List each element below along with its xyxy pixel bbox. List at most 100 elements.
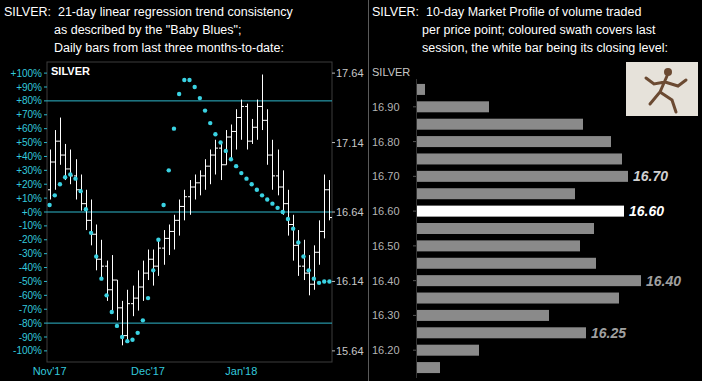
x-tick-label: Jan'18	[225, 365, 257, 377]
trend-dot	[208, 121, 212, 125]
ohlc-open	[182, 206, 185, 207]
ohlc-range	[158, 240, 159, 276]
ohlc-close	[289, 224, 292, 225]
y2-tick	[332, 212, 335, 213]
ohlc-range	[164, 230, 165, 265]
ohlc-close	[180, 206, 183, 207]
ohlc-range	[309, 255, 310, 295]
volume-bar	[417, 240, 580, 251]
ohlc-close	[227, 137, 230, 138]
trend-dot	[130, 338, 134, 342]
y-tick-label: -10%	[19, 220, 42, 231]
ohlc-open	[89, 220, 92, 221]
volume-bar	[417, 258, 596, 269]
y-tick-label: -100%	[13, 345, 42, 356]
volume-bar	[417, 136, 611, 147]
trend-dot	[275, 206, 279, 210]
trend-dot	[135, 331, 139, 335]
trend-dot	[312, 276, 316, 280]
volume-bar	[417, 206, 624, 217]
y-tick	[44, 87, 47, 88]
ohlc-open	[99, 259, 102, 260]
ohlc-close	[87, 220, 90, 221]
ohlc-range	[324, 175, 325, 239]
ohlc-open	[58, 141, 61, 142]
ohlc-close	[325, 189, 328, 190]
y-tick-label: +70%	[16, 109, 42, 120]
ohlc-close	[242, 106, 245, 107]
ohlc-open	[270, 155, 273, 156]
ohlc-open	[162, 248, 165, 249]
trend-dot	[296, 240, 300, 244]
ohlc-open	[84, 203, 87, 204]
trend-dot	[234, 164, 238, 168]
ohlc-open	[151, 259, 154, 260]
ohlc-range	[169, 225, 170, 256]
y-tick	[44, 350, 47, 351]
y-tick	[44, 309, 47, 310]
y-tick-label: -80%	[19, 318, 42, 329]
ohlc-open	[141, 287, 144, 288]
y-tick-label: +30%	[16, 165, 42, 176]
ohlc-open	[245, 106, 248, 107]
ohlc-open	[115, 280, 118, 281]
ohlc-range	[231, 125, 232, 160]
trend-dot	[239, 171, 243, 175]
ohlc-close	[216, 148, 219, 149]
y-tick-label: -30%	[19, 248, 42, 259]
ohlc-open	[198, 182, 201, 183]
ohlc-open	[307, 273, 310, 274]
trend-dot	[115, 324, 119, 328]
y-tick-label: 16.80	[372, 136, 400, 148]
y-tick-label: +0%	[22, 207, 42, 218]
trend-dot	[53, 193, 57, 197]
trend-dot	[224, 149, 228, 153]
y-tick	[413, 106, 416, 107]
ohlc-range	[226, 130, 227, 165]
y-tick	[44, 239, 47, 240]
ohlc-close	[128, 303, 131, 304]
trend-dot	[172, 126, 176, 130]
trend-dot	[58, 182, 62, 186]
volume-bar	[417, 310, 549, 321]
y-tick	[413, 280, 416, 281]
y-tick-label: -90%	[19, 332, 42, 343]
chart-title: SILVER: 10-day Market Profile of volume …	[372, 5, 641, 19]
y-tick	[44, 337, 47, 338]
trend-dot	[327, 279, 331, 283]
ohlc-close	[170, 231, 173, 232]
runner-picture	[626, 62, 698, 116]
plot-marks	[417, 84, 641, 373]
ohlc-open	[193, 187, 196, 188]
volume-bar	[417, 119, 583, 130]
trend-dot	[99, 276, 103, 280]
y-tick-label: 16.20	[372, 344, 400, 356]
y-tick	[413, 141, 416, 142]
ohlc-close	[61, 155, 64, 156]
ohlc-close	[82, 203, 85, 204]
ohlc-range	[127, 290, 128, 340]
reference-line	[47, 323, 332, 324]
trend-dot	[156, 238, 160, 242]
y-tick	[44, 156, 47, 157]
chart-title: session, the white bar being its closing…	[422, 41, 668, 55]
ohlc-range	[133, 286, 134, 317]
panel-separator	[368, 0, 369, 381]
trend-dot	[68, 172, 72, 176]
picture-ground	[626, 62, 698, 116]
ohlc-close	[320, 231, 323, 232]
ohlc-open	[188, 196, 191, 197]
ohlc-open	[234, 131, 237, 132]
y-tick	[44, 225, 47, 226]
ohlc-open	[255, 127, 258, 128]
y-tick	[44, 184, 47, 185]
y-tick-label: 16.70	[372, 170, 400, 182]
volume-bar	[417, 327, 586, 338]
ohlc-range	[283, 170, 284, 214]
volume-bar	[417, 188, 575, 199]
trend-dot	[177, 92, 181, 96]
ohlc-open	[172, 231, 175, 232]
y-tick-label: +50%	[16, 137, 42, 148]
y-tick	[44, 253, 47, 254]
trend-dot	[218, 140, 222, 144]
